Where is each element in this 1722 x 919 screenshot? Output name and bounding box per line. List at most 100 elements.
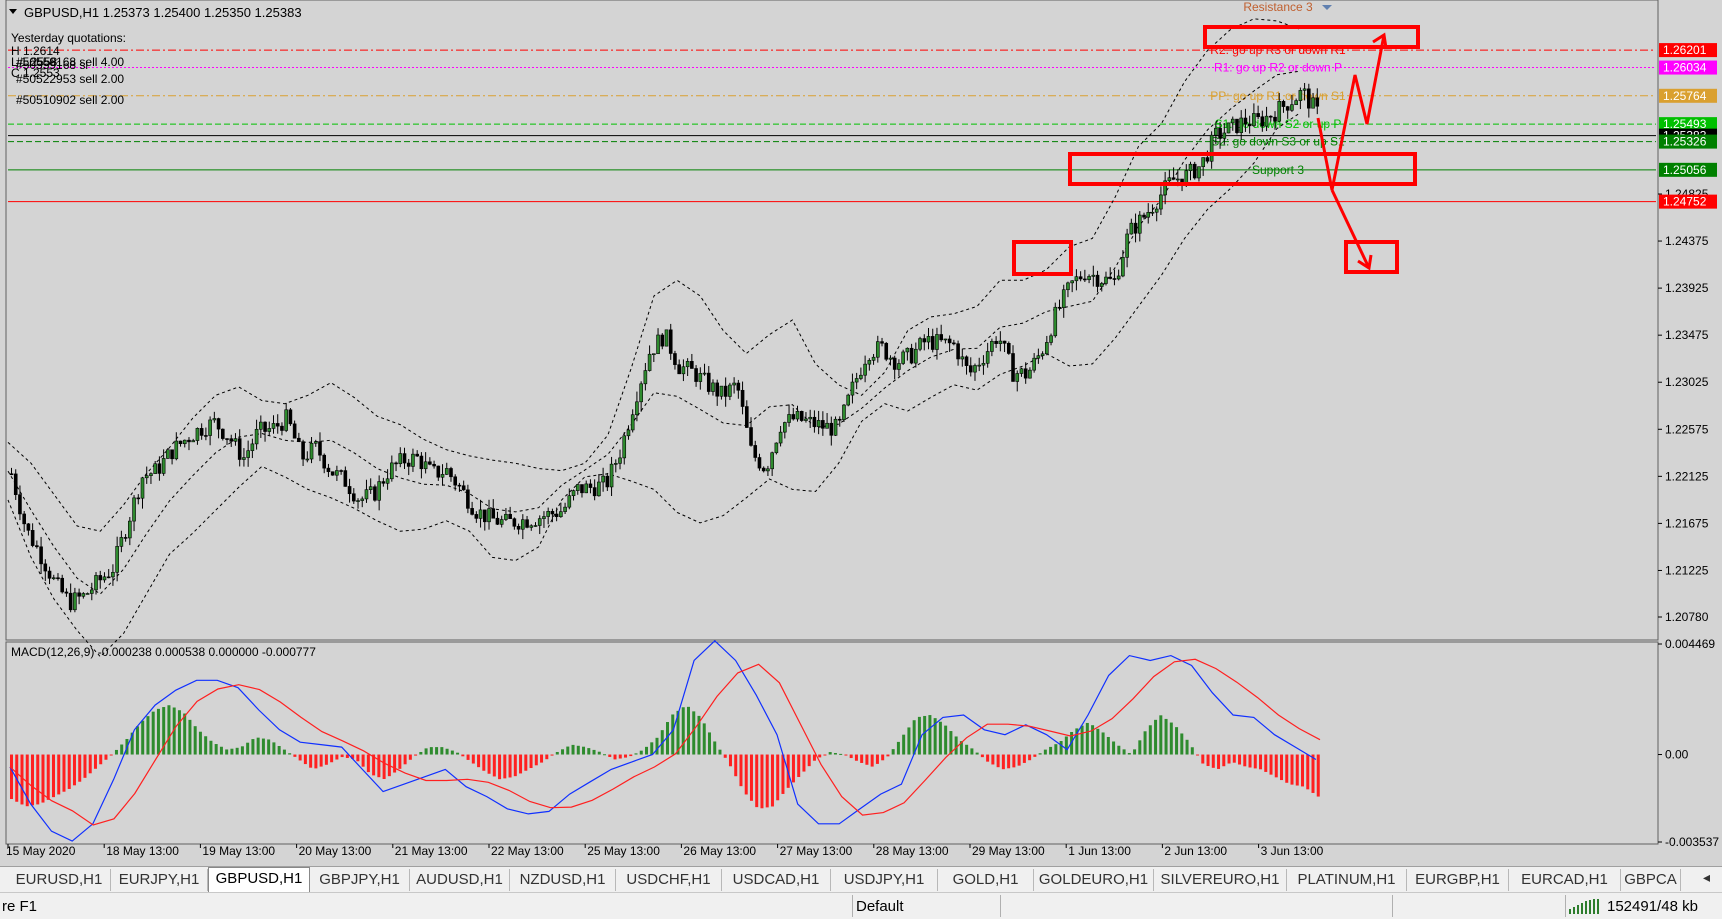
macd-histogram-bar bbox=[508, 754, 512, 778]
macd-histogram-bar bbox=[566, 746, 570, 755]
macd-histogram-bar bbox=[57, 754, 61, 795]
macd-histogram-bar bbox=[293, 754, 297, 757]
candle-body bbox=[690, 361, 694, 369]
macd-histogram-bar bbox=[1117, 745, 1121, 755]
candle-body bbox=[246, 450, 250, 458]
candle-body bbox=[149, 473, 153, 476]
tab-usdcad-h1[interactable]: USDCAD,H1 bbox=[722, 869, 831, 891]
macd-histogram-bar bbox=[1164, 718, 1168, 755]
candle-body bbox=[630, 414, 635, 431]
candle-body bbox=[1146, 212, 1151, 218]
candle-body bbox=[897, 363, 901, 370]
time-tick-label: 28 May 13:00 bbox=[876, 844, 949, 858]
macd-histogram-bar bbox=[1043, 749, 1047, 755]
tab-platinum-h1[interactable]: PLATINUM,H1 bbox=[1287, 869, 1407, 891]
candle-body bbox=[609, 463, 614, 488]
order-label: #50559168 sell 4.00 bbox=[16, 55, 124, 69]
price-badge bbox=[1659, 134, 1717, 149]
candle-body bbox=[9, 473, 14, 476]
time-tick-label: 20 May 13:00 bbox=[299, 844, 372, 858]
candle-body bbox=[444, 468, 449, 475]
tab-nzdusd-h1[interactable]: NZDUSD,H1 bbox=[510, 869, 616, 891]
candle-body bbox=[56, 577, 60, 580]
macd-histogram-bar bbox=[1274, 754, 1278, 778]
price-badge-text: 1.25056 bbox=[1663, 163, 1707, 177]
macd-histogram-bar bbox=[592, 749, 596, 755]
macd-histogram-bar bbox=[692, 711, 696, 755]
candle-body bbox=[732, 382, 736, 386]
tab-scroll-arrow[interactable]: ◂ bbox=[1703, 869, 1711, 885]
macd-histogram-bar bbox=[1143, 731, 1147, 755]
candle-body bbox=[1256, 113, 1260, 118]
tab-eurjpy-h1[interactable]: EURJPY,H1 bbox=[111, 869, 208, 891]
tab-usdchf-h1[interactable]: USDCHF,H1 bbox=[616, 869, 722, 891]
candle-body bbox=[829, 422, 834, 436]
candle-body bbox=[13, 473, 18, 495]
macd-histogram-bar bbox=[1206, 754, 1210, 767]
macd-histogram-bar bbox=[519, 754, 523, 774]
candle-body bbox=[1201, 157, 1205, 167]
macd-histogram-bar bbox=[728, 754, 732, 767]
candle-body bbox=[1028, 369, 1032, 379]
macd-histogram-bar bbox=[707, 732, 711, 755]
macd-histogram-bar bbox=[812, 754, 816, 761]
forecast-arrow bbox=[1330, 189, 1371, 269]
candle-body bbox=[1087, 276, 1091, 280]
time-axis: 15 May 2020 18 May 13:00 19 May 13:00 20 Ma… bbox=[6, 844, 1324, 858]
candle-body bbox=[542, 516, 546, 519]
time-tick-label: 19 May 13:00 bbox=[202, 844, 275, 858]
time-tick-label: 27 May 13:00 bbox=[780, 844, 853, 858]
candle-body bbox=[601, 475, 605, 483]
connection-bars-icon[interactable] bbox=[1569, 899, 1603, 914]
macd-histogram-bar bbox=[398, 754, 402, 769]
candlestick-series bbox=[9, 82, 1320, 613]
price-badge bbox=[1659, 162, 1717, 177]
tab-usdjpy-h1[interactable]: USDJPY,H1 bbox=[831, 869, 938, 891]
tab-silvereuro-h1[interactable]: SILVEREURO,H1 bbox=[1154, 869, 1287, 891]
macd-histogram-bar bbox=[340, 754, 344, 758]
candle-body bbox=[457, 484, 462, 487]
tab-gbpjpy-h1[interactable]: GBPJPY,H1 bbox=[310, 869, 410, 891]
macd-histogram-bar bbox=[1264, 754, 1268, 772]
macd-histogram-bar bbox=[219, 746, 223, 755]
candle-body bbox=[867, 360, 872, 365]
status-profile[interactable]: Default bbox=[856, 898, 904, 915]
macd-histogram-bar bbox=[917, 716, 921, 755]
collapse-arrow-icon[interactable] bbox=[9, 9, 17, 14]
tab-gold-h1[interactable]: GOLD,H1 bbox=[938, 869, 1034, 891]
candle-body bbox=[613, 463, 618, 465]
candle-body bbox=[626, 429, 631, 437]
candle-body bbox=[322, 454, 327, 469]
time-tick-label: 29 May 13:00 bbox=[972, 844, 1045, 858]
tab-gbpusd-h1[interactable]: GBPUSD,H1 bbox=[208, 867, 310, 892]
candle-body bbox=[64, 591, 69, 594]
tab-gbpca[interactable]: GBPCA bbox=[1621, 869, 1681, 891]
tab-eurgbp-h1[interactable]: EURGBP,H1 bbox=[1407, 869, 1509, 891]
candle-body bbox=[212, 418, 217, 421]
candle-body bbox=[791, 414, 796, 420]
macd-histogram-bar bbox=[177, 710, 181, 755]
candle-body bbox=[1061, 289, 1066, 308]
tab-audusd-h1[interactable]: AUDUSD,H1 bbox=[410, 869, 510, 891]
candle-body bbox=[373, 486, 377, 501]
macd-histogram-bar bbox=[1196, 754, 1200, 756]
tab-eurusd-h1[interactable]: EURUSD,H1 bbox=[8, 869, 111, 891]
candle-body bbox=[554, 513, 559, 518]
time-tick-label: 21 May 13:00 bbox=[395, 844, 468, 858]
macd-tick-label: -0.003537 bbox=[1665, 835, 1719, 849]
candle-body bbox=[440, 474, 445, 478]
candle-body bbox=[533, 525, 538, 527]
macd-histogram-bar bbox=[797, 754, 801, 777]
tab-goldeuro-h1[interactable]: GOLDEURO,H1 bbox=[1034, 869, 1154, 891]
candle-body bbox=[144, 475, 149, 479]
bollinger-middle bbox=[7, 70, 1301, 595]
macd-histogram-bar bbox=[272, 742, 276, 755]
macd-histogram-bar bbox=[1038, 753, 1042, 755]
candle-body bbox=[229, 438, 234, 442]
macd-histogram-bar bbox=[130, 732, 134, 755]
macd-histogram-bar bbox=[1232, 754, 1236, 763]
macd-histogram-bar bbox=[492, 754, 496, 777]
macd-histogram-bar bbox=[356, 754, 360, 762]
tab-eurcad-h1[interactable]: EURCAD,H1 bbox=[1509, 869, 1621, 891]
